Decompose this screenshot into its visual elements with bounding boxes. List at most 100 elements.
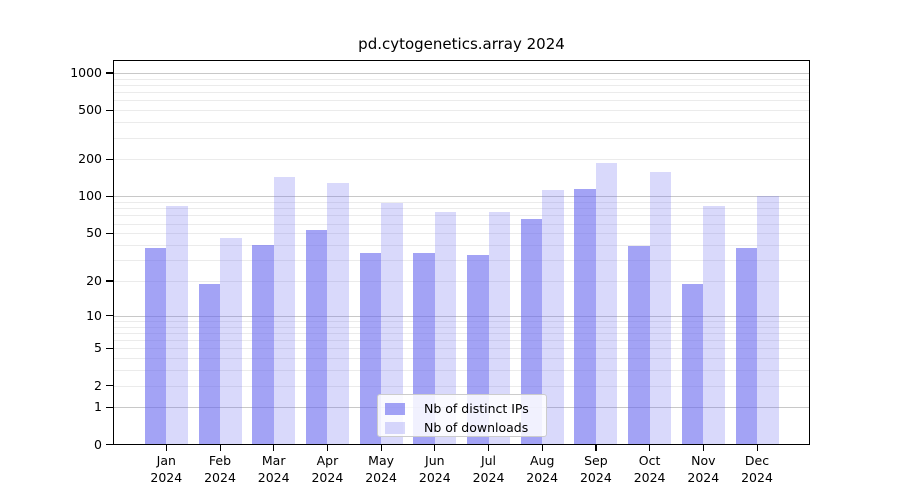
bar-downloads-oct bbox=[649, 171, 672, 445]
x-tick-label: Aug 2024 bbox=[526, 453, 559, 485]
y-tick-label: 500 bbox=[78, 102, 102, 118]
y-tick-label: 2 bbox=[94, 377, 102, 393]
y-tick-mark bbox=[106, 109, 113, 111]
y-tick-mark bbox=[106, 406, 113, 409]
x-tick-mark bbox=[595, 445, 597, 451]
gridline-minor bbox=[113, 202, 810, 203]
y-tick-mark bbox=[106, 158, 113, 160]
bar-downloads-mar bbox=[273, 177, 296, 445]
bar-distinct-ips-oct bbox=[628, 246, 650, 445]
y-tick-label: 20 bbox=[86, 272, 102, 288]
y-tick-label: 5 bbox=[94, 340, 102, 356]
gridline-minor bbox=[113, 340, 810, 341]
y-tick-label: 1000 bbox=[70, 64, 102, 80]
x-tick-label: Oct 2024 bbox=[633, 453, 666, 485]
y-tick-mark bbox=[106, 444, 113, 446]
x-tick-mark bbox=[756, 445, 758, 451]
bar-distinct-ips-may bbox=[359, 253, 382, 445]
bar-distinct-ips-dec bbox=[735, 247, 757, 445]
gridline-minor bbox=[113, 159, 810, 161]
gridline-minor bbox=[113, 110, 810, 112]
gridline-minor bbox=[113, 78, 810, 80]
y-tick-label: 10 bbox=[86, 307, 102, 323]
gridline-minor bbox=[113, 137, 810, 139]
x-tick-mark bbox=[649, 445, 651, 451]
x-tick-mark bbox=[434, 445, 436, 451]
legend-entry-distinct-ips: Nb of distinct IPs bbox=[385, 399, 546, 418]
bar-downloads-jun bbox=[434, 212, 457, 445]
gridline-minor bbox=[113, 92, 810, 94]
legend-entry-downloads: Nb of downloads bbox=[385, 418, 546, 437]
legend-swatch-distinct-ips bbox=[385, 402, 405, 415]
y-tick-mark bbox=[106, 195, 113, 198]
gridline-minor bbox=[113, 326, 810, 328]
x-tick-mark bbox=[488, 445, 490, 451]
x-tick-mark bbox=[219, 445, 221, 451]
gridline-minor bbox=[113, 385, 810, 387]
y-tick-mark bbox=[106, 280, 113, 282]
gridline-minor bbox=[113, 259, 810, 261]
bar-distinct-ips-jan bbox=[144, 247, 167, 445]
gridline-minor bbox=[113, 84, 810, 86]
bar-distinct-ips-sep bbox=[574, 188, 596, 445]
gridline-major bbox=[113, 196, 810, 198]
bar-downloads-dec bbox=[757, 196, 779, 445]
gridline-minor bbox=[113, 332, 810, 334]
x-tick-label: Mar 2024 bbox=[257, 453, 290, 485]
bar-downloads-feb bbox=[220, 237, 242, 445]
y-tick-label: 200 bbox=[78, 151, 102, 167]
legend-swatch-downloads bbox=[385, 421, 405, 434]
gridline-major bbox=[113, 315, 810, 317]
x-tick-label: Jun 2024 bbox=[418, 453, 451, 485]
x-tick-label: Apr 2024 bbox=[311, 453, 344, 485]
bar-distinct-ips-mar bbox=[252, 244, 274, 445]
gridline-minor bbox=[113, 370, 810, 372]
chart-title: pd.cytogenetics.array 2024 bbox=[358, 35, 565, 53]
y-tick-mark bbox=[106, 315, 113, 317]
x-tick-mark bbox=[326, 445, 329, 451]
bar-downloads-jul bbox=[488, 211, 510, 445]
plot-area: Nb of distinct IPs Nb of downloads bbox=[113, 60, 810, 445]
bar-distinct-ips-apr bbox=[305, 230, 328, 445]
x-tick-label: Sep 2024 bbox=[579, 453, 612, 485]
x-tick-mark bbox=[702, 445, 704, 451]
gridline-minor bbox=[113, 348, 810, 350]
x-tick-label: Dec 2024 bbox=[741, 453, 773, 485]
gridline-major bbox=[113, 72, 810, 74]
gridline-minor bbox=[113, 223, 810, 225]
gridline-minor bbox=[113, 233, 810, 235]
legend-label-distinct-ips: Nb of distinct IPs bbox=[424, 401, 529, 416]
y-tick-label: 1 bbox=[94, 399, 102, 415]
y-tick-label: 0 bbox=[94, 436, 102, 452]
gridline-minor bbox=[113, 215, 810, 217]
bar-distinct-ips-nov bbox=[681, 283, 704, 445]
gridline-minor bbox=[113, 280, 810, 282]
y-tick-label: 100 bbox=[78, 188, 102, 204]
bar-downloads-may bbox=[381, 203, 403, 445]
bar-downloads-nov bbox=[703, 206, 725, 445]
x-tick-mark bbox=[273, 445, 275, 451]
gridline-minor bbox=[113, 100, 810, 102]
x-tick-label: Jan 2024 bbox=[150, 453, 183, 485]
y-tick-mark bbox=[106, 72, 113, 74]
x-tick-label: May 2024 bbox=[365, 453, 397, 485]
bar-distinct-ips-aug bbox=[520, 219, 543, 445]
x-tick-label: Feb 2024 bbox=[204, 453, 236, 485]
legend-label-downloads: Nb of downloads bbox=[424, 420, 529, 435]
bar-downloads-jan bbox=[166, 206, 188, 445]
gridline-minor bbox=[113, 122, 810, 124]
bar-downloads-sep bbox=[595, 162, 618, 445]
y-tick-mark bbox=[106, 385, 113, 387]
bar-distinct-ips-feb bbox=[198, 283, 220, 445]
y-tick-label: 50 bbox=[86, 225, 102, 241]
gridline-minor bbox=[113, 320, 810, 322]
bar-downloads-apr bbox=[327, 183, 349, 445]
legend: Nb of distinct IPs Nb of downloads bbox=[377, 394, 547, 437]
gridline-minor bbox=[113, 358, 810, 360]
x-tick-mark bbox=[541, 445, 543, 451]
y-tick-mark bbox=[106, 347, 113, 349]
y-tick-mark bbox=[106, 232, 113, 234]
x-tick-mark bbox=[380, 445, 382, 451]
x-tick-mark bbox=[165, 445, 167, 451]
